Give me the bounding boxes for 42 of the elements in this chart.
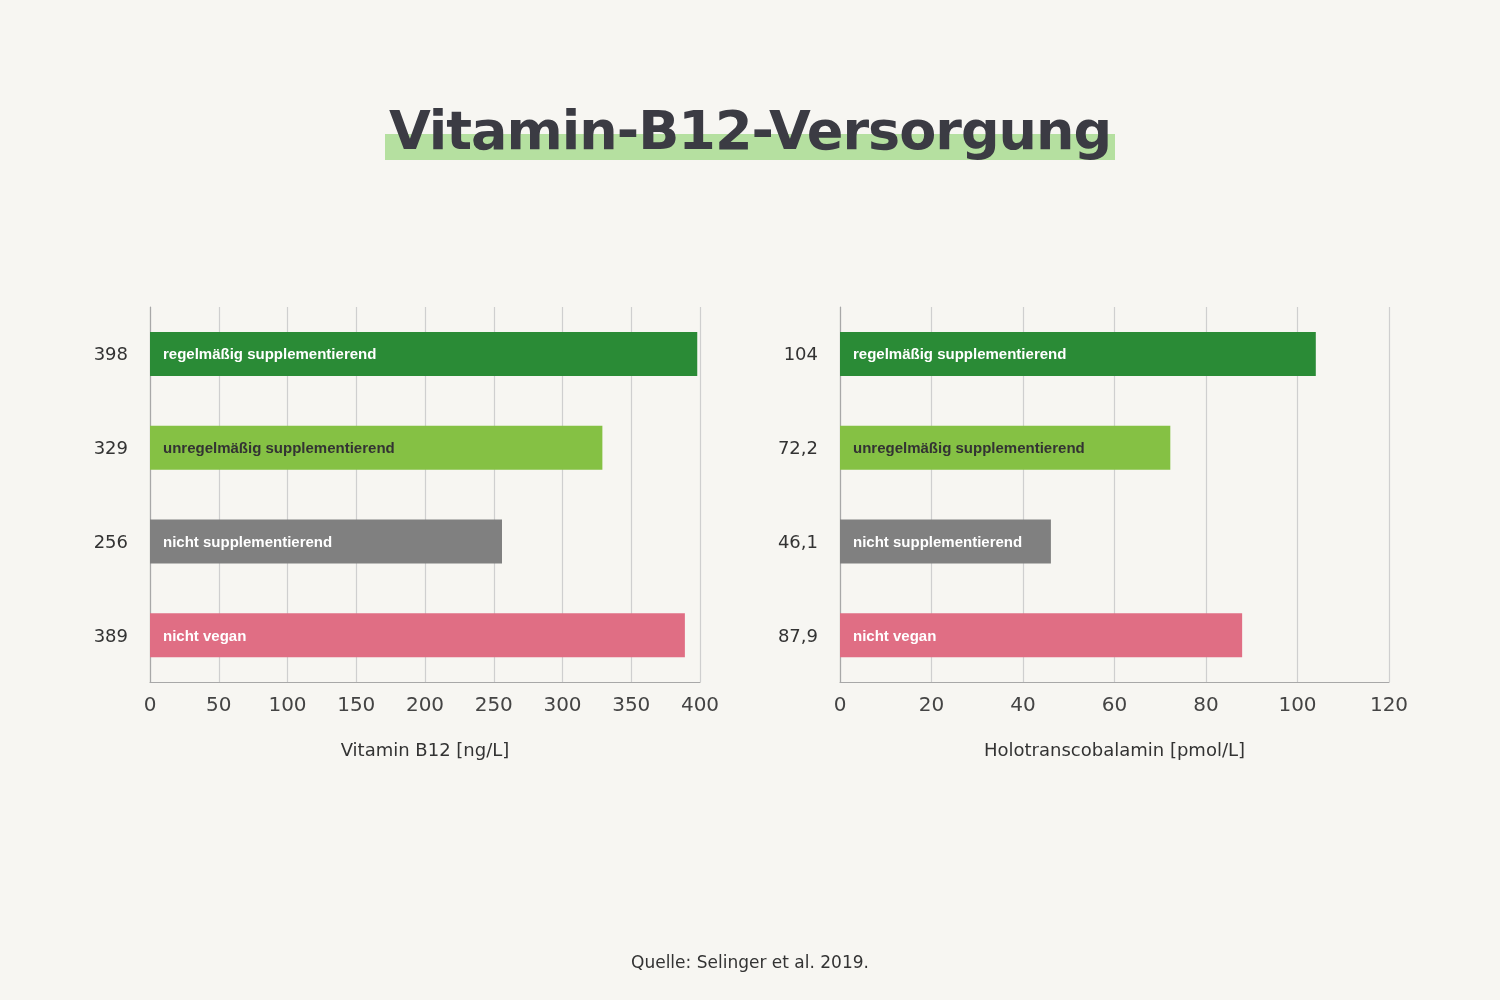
x-tick-label: 400 xyxy=(680,692,720,716)
x-tick-label: 20 xyxy=(918,692,945,716)
x-tick-label: 0 xyxy=(833,692,847,716)
bar xyxy=(150,331,698,376)
x-tick-label: 50 xyxy=(206,692,232,716)
x-axis-title: Vitamin B12 [ng/L] xyxy=(340,738,510,760)
bar xyxy=(840,613,1243,658)
bar xyxy=(150,519,502,564)
data-label: 104 xyxy=(783,343,818,365)
data-label: 256 xyxy=(93,530,128,552)
x-tick-label: 120 xyxy=(1369,692,1409,716)
x-tick-label: 150 xyxy=(337,692,376,716)
data-label: 398 xyxy=(93,343,128,365)
x-tick-label: 60 xyxy=(1101,692,1128,716)
data-label: 87,9 xyxy=(777,624,818,646)
chart-title: Vitamin-B12-Versorgung xyxy=(388,99,1112,162)
x-tick-label: 40 xyxy=(1010,692,1036,716)
y-tick-label: nicht supplementierend xyxy=(853,532,1023,550)
x-tick-label: 300 xyxy=(543,692,582,716)
data-label: 46,1 xyxy=(777,530,818,552)
y-tick-label: regelmäßig supplementierend xyxy=(163,345,377,363)
y-tick-label: nicht vegan xyxy=(853,626,937,644)
x-tick-label: 100 xyxy=(1278,692,1317,716)
y-tick-label: nicht vegan xyxy=(163,626,247,644)
source-note: Quelle: Selinger et al. 2019. xyxy=(630,952,870,972)
bar xyxy=(150,613,685,658)
y-tick-label: nicht supplementierend xyxy=(163,532,333,550)
data-label: 329 xyxy=(93,437,128,459)
x-axis-title: Holotranscobalamin [pmol/L] xyxy=(983,738,1246,760)
x-tick-label: 100 xyxy=(268,692,307,716)
data-label: 389 xyxy=(93,624,128,646)
data-label: 72,2 xyxy=(777,437,818,459)
y-tick-label: unregelmäßig supplementierend xyxy=(853,439,1085,457)
x-tick-label: 350 xyxy=(612,692,651,716)
x-tick-label: 250 xyxy=(474,692,513,716)
y-tick-label: regelmäßig supplementierend xyxy=(853,345,1067,363)
bar xyxy=(840,331,1316,376)
x-tick-label: 0 xyxy=(143,692,157,716)
bar xyxy=(150,425,603,470)
y-tick-label: unregelmäßig supplementierend xyxy=(163,439,395,457)
x-tick-label: 200 xyxy=(405,692,445,716)
x-tick-label: 80 xyxy=(1193,692,1219,716)
